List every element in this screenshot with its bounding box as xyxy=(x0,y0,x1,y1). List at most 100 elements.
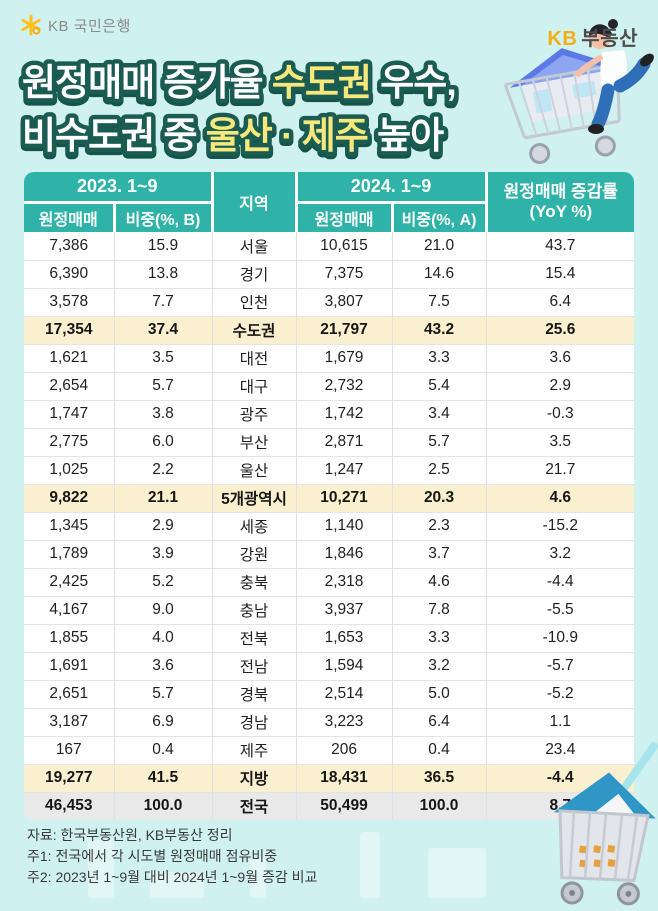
cell-share-b: 5.7 xyxy=(114,371,213,400)
cell-region: 5개광역시 xyxy=(212,483,297,512)
cell-yoy: -10.9 xyxy=(486,623,634,652)
cell-share-a: 2.5 xyxy=(392,455,487,484)
cell-share-a: 5.7 xyxy=(392,427,487,456)
table-row: 9,822 21.1 5개광역시 10,271 20.3 4.6 xyxy=(24,483,634,512)
page-title: 원정매매 증가율 수도권 우수, 원정매매 증가율 수도권 우수, 비수도권 중… xyxy=(18,52,488,169)
cell-yoy: 23.4 xyxy=(486,735,634,764)
table-row: 3,578 7.7 인천 3,807 7.5 6.4 xyxy=(24,287,634,316)
cell-region: 지방 xyxy=(212,763,297,792)
realestate-text: 부동산 xyxy=(581,28,638,50)
cell-region: 충남 xyxy=(212,595,297,624)
table-row: 3,187 6.9 경남 3,223 6.4 1.1 xyxy=(24,707,634,736)
cell-vol-2024: 21,797 xyxy=(296,315,393,344)
cell-vol-2024: 3,807 xyxy=(296,287,393,316)
cell-vol-2023: 1,789 xyxy=(24,539,115,568)
title-line-1: 원정매매 증가율 수도권 우수, xyxy=(22,62,456,103)
cell-share-a: 36.5 xyxy=(392,763,487,792)
cell-vol-2023: 1,747 xyxy=(24,399,115,428)
footnote-1: 주1: 전국에서 각 시도별 원정매매 점유비중 xyxy=(27,848,278,864)
cell-vol-2023: 1,855 xyxy=(24,623,115,652)
cell-vol-2023: 9,822 xyxy=(24,483,115,512)
cell-vol-2024: 18,431 xyxy=(296,763,393,792)
cell-yoy: 21.7 xyxy=(486,455,634,484)
header-share-b: 비중(%, B) xyxy=(114,202,214,232)
cell-yoy: -5.2 xyxy=(486,679,634,708)
cell-yoy: 3.2 xyxy=(486,539,634,568)
table-row: 1,855 4.0 전북 1,653 3.3 -10.9 xyxy=(24,623,634,652)
cell-vol-2023: 1,691 xyxy=(24,651,115,680)
svg-text:비수도권 중 울산 · 제주 높아: 비수도권 중 울산 · 제주 높아 xyxy=(22,118,444,159)
cell-region: 인천 xyxy=(212,287,297,316)
table-row: 7,386 15.9 서울 10,615 21.0 43.7 xyxy=(24,232,634,260)
cell-region: 수도권 xyxy=(212,315,297,344)
cell-vol-2024: 1,653 xyxy=(296,623,393,652)
cell-share-b: 2.2 xyxy=(114,455,213,484)
cell-share-a: 5.0 xyxy=(392,679,487,708)
table-row: 1,691 3.6 전남 1,594 3.2 -5.7 xyxy=(24,651,634,680)
cell-vol-2023: 3,578 xyxy=(24,287,115,316)
cell-region: 대전 xyxy=(212,343,297,372)
cell-vol-2024: 50,499 xyxy=(296,791,393,820)
cell-share-a: 0.4 xyxy=(392,735,487,764)
cell-share-b: 3.8 xyxy=(114,399,213,428)
cell-share-b: 4.0 xyxy=(114,623,213,652)
cell-share-b: 41.5 xyxy=(114,763,213,792)
woman-figure xyxy=(575,19,654,134)
cell-vol-2024: 206 xyxy=(296,735,393,764)
cell-share-b: 3.5 xyxy=(114,343,213,372)
cell-vol-2024: 3,223 xyxy=(296,707,393,736)
cell-yoy: -4.4 xyxy=(486,567,634,596)
cell-vol-2024: 2,318 xyxy=(296,567,393,596)
cell-vol-2023: 167 xyxy=(24,735,115,764)
kb-star-logo-icon xyxy=(21,14,41,36)
cell-vol-2024: 2,732 xyxy=(296,371,393,400)
footnotes: 자료: 한국부동산원, KB부동산 정리 주1: 전국에서 각 시도별 원정매매… xyxy=(27,825,317,888)
cell-share-a: 3.7 xyxy=(392,539,487,568)
cell-share-b: 37.4 xyxy=(114,315,213,344)
cell-vol-2023: 46,453 xyxy=(24,791,115,820)
cell-region: 광주 xyxy=(212,399,297,428)
cell-vol-2023: 7,386 xyxy=(24,232,115,260)
cell-share-a: 3.4 xyxy=(392,399,487,428)
cell-vol-2023: 1,345 xyxy=(24,511,115,540)
cell-vol-2024: 1,140 xyxy=(296,511,393,540)
cell-share-a: 43.2 xyxy=(392,315,487,344)
data-table: 2023. 1~9 지역 2024. 1~9 원정매매 증감률 (YoY %) … xyxy=(24,172,634,820)
cell-vol-2024: 3,937 xyxy=(296,595,393,624)
bottom-cart-illustration xyxy=(553,742,658,906)
cell-yoy: 2.9 xyxy=(486,371,634,400)
table-body: 7,386 15.9 서울 10,615 21.0 43.7 6,390 13.… xyxy=(24,232,634,820)
cell-region: 경남 xyxy=(212,707,297,736)
table-row: 2,425 5.2 충북 2,318 4.6 -4.4 xyxy=(24,567,634,596)
cell-share-a: 21.0 xyxy=(392,232,487,260)
cell-region: 울산 xyxy=(212,455,297,484)
cell-vol-2024: 10,615 xyxy=(296,232,393,260)
table-row: 167 0.4 제주 206 0.4 23.4 xyxy=(24,735,634,764)
cell-vol-2023: 6,390 xyxy=(24,259,115,288)
cell-region: 제주 xyxy=(212,735,297,764)
cell-vol-2024: 1,846 xyxy=(296,539,393,568)
cell-share-b: 3.9 xyxy=(114,539,213,568)
cell-vol-2023: 19,277 xyxy=(24,763,115,792)
table-row: 1,789 3.9 강원 1,846 3.7 3.2 xyxy=(24,539,634,568)
cell-region: 전북 xyxy=(212,623,297,652)
cell-share-a: 4.6 xyxy=(392,567,487,596)
header-vol-2023: 원정매매 xyxy=(24,202,116,232)
cell-share-a: 100.0 xyxy=(392,791,487,820)
table-row: 1,621 3.5 대전 1,679 3.3 3.6 xyxy=(24,343,634,372)
cell-share-a: 3.3 xyxy=(392,343,487,372)
cell-vol-2024: 2,871 xyxy=(296,427,393,456)
cell-share-a: 3.3 xyxy=(392,623,487,652)
cell-vol-2023: 2,654 xyxy=(24,371,115,400)
cell-vol-2024: 1,247 xyxy=(296,455,393,484)
cell-vol-2024: 1,594 xyxy=(296,651,393,680)
header-yoy: 원정매매 증감률 (YoY %) xyxy=(486,172,634,232)
cell-region: 서울 xyxy=(212,232,297,260)
cell-vol-2023: 1,025 xyxy=(24,455,115,484)
cell-vol-2023: 2,651 xyxy=(24,679,115,708)
cell-region: 충북 xyxy=(212,567,297,596)
cell-region: 세종 xyxy=(212,511,297,540)
cell-yoy: -15.2 xyxy=(486,511,634,540)
header-share-a: 비중(%, A) xyxy=(392,202,488,232)
cell-share-a: 2.3 xyxy=(392,511,487,540)
